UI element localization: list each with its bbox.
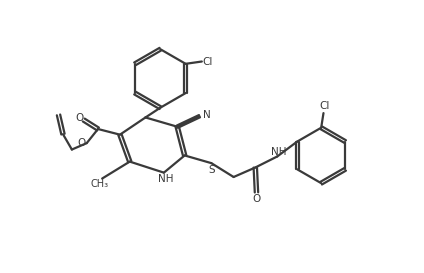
Text: NH: NH: [271, 147, 287, 157]
Text: CH₃: CH₃: [91, 179, 109, 189]
Text: NH: NH: [158, 174, 173, 184]
Text: S: S: [209, 165, 215, 175]
Text: N: N: [204, 110, 211, 120]
Text: O: O: [77, 138, 86, 148]
Text: O: O: [252, 194, 261, 204]
Text: Cl: Cl: [320, 101, 330, 111]
Text: Cl: Cl: [203, 57, 213, 67]
Text: O: O: [75, 113, 83, 123]
